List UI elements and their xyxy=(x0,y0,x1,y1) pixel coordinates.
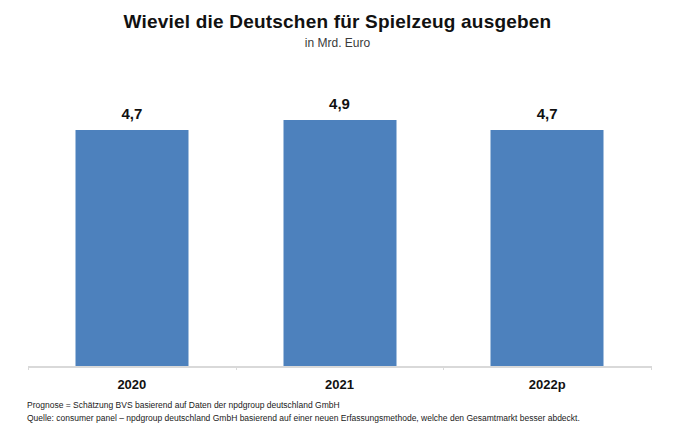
x-axis-label: 2021 xyxy=(236,377,444,392)
value-label: 4,7 xyxy=(28,105,236,122)
axis-tick xyxy=(236,366,237,370)
bar-group-2022p: 4,72022p xyxy=(443,85,651,366)
bar-group-2020: 4,72020 xyxy=(28,85,236,366)
value-label: 4,9 xyxy=(236,95,444,112)
x-axis-label: 2020 xyxy=(28,377,236,392)
x-axis-label: 2022p xyxy=(443,377,651,392)
footnotes: Prognose = Schätzung BVS basierend auf D… xyxy=(27,399,665,425)
value-label: 4,7 xyxy=(443,105,651,122)
footnote-prognose: Prognose = Schätzung BVS basierend auf D… xyxy=(27,399,665,412)
axis-tick xyxy=(651,366,652,370)
plot-area: 4,720204,920214,72022p xyxy=(28,85,651,368)
chart-subtitle: in Mrd. Euro xyxy=(0,36,675,50)
bar xyxy=(283,120,396,366)
bar xyxy=(75,130,188,366)
bar xyxy=(491,130,604,366)
bar-group-2021: 4,92021 xyxy=(236,85,444,366)
axis-tick xyxy=(28,366,29,370)
footnote-quelle: Quelle: consumer panel – npdgroup deutsc… xyxy=(27,412,665,425)
axis-tick xyxy=(443,366,444,370)
toy-spending-bar-chart: Wieviel die Deutschen für Spielzeug ausg… xyxy=(0,0,675,436)
chart-title: Wieviel die Deutschen für Spielzeug ausg… xyxy=(0,0,675,33)
